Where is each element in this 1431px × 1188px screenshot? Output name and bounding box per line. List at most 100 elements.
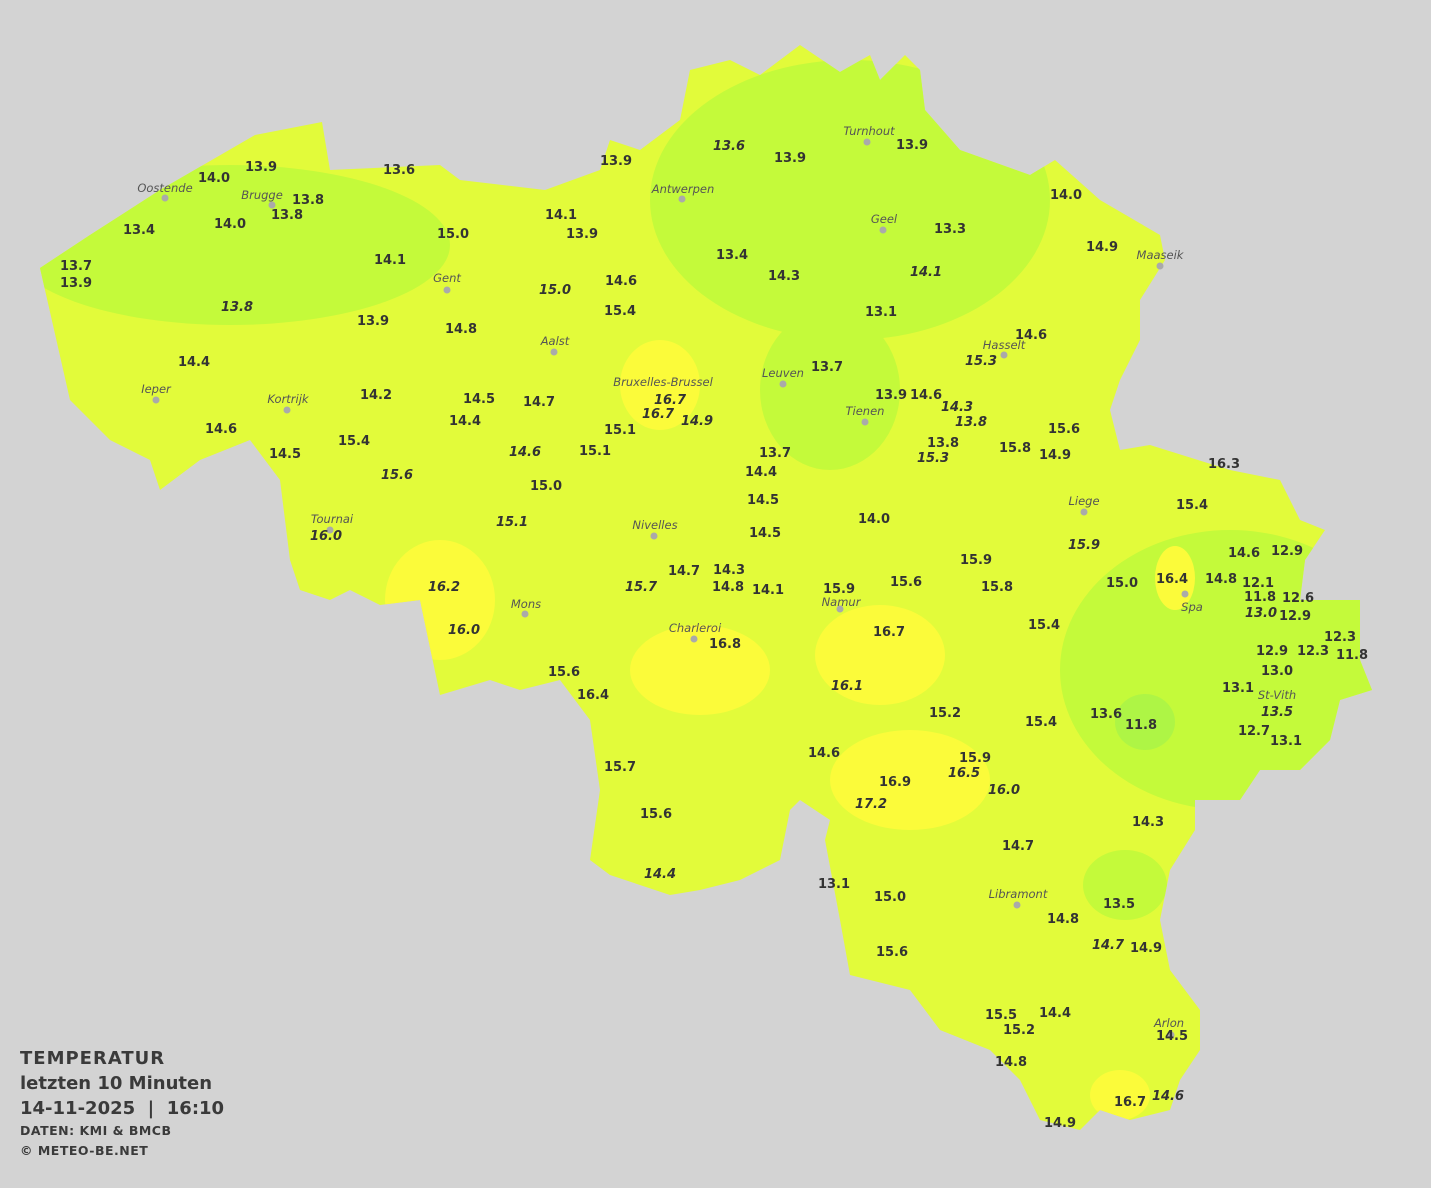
- station-temperature: 13.8: [271, 208, 303, 223]
- station-temperature: 14.5: [463, 392, 495, 407]
- station-temperature: 14.0: [1050, 188, 1082, 203]
- station-temperature: 16.5: [948, 766, 980, 781]
- station-temperature: 15.7: [625, 580, 658, 595]
- station-temperature: 13.9: [357, 314, 389, 329]
- station-temperature: 16.7: [642, 407, 675, 422]
- station-temperature: 13.1: [865, 305, 897, 320]
- station-temperature: 13.0: [1261, 664, 1293, 679]
- station-temperature: 16.7: [873, 625, 905, 640]
- city-label: Brugge: [241, 188, 283, 202]
- station-temperature: 15.1: [604, 423, 636, 438]
- station-temperature: 14.2: [360, 388, 392, 403]
- city-label: Leuven: [762, 366, 804, 380]
- city-label: Oostende: [137, 181, 192, 195]
- legend-title: TEMPERATUR: [20, 1048, 166, 1069]
- station-temperature: 11.8: [1244, 590, 1276, 605]
- station-temperature: 15.2: [929, 706, 961, 721]
- city-marker: [1167, 1031, 1175, 1039]
- city-marker: [283, 406, 291, 414]
- station-temperature: 14.0: [858, 512, 890, 527]
- city-marker: [650, 532, 658, 540]
- station-temperature: 14.7: [1002, 839, 1034, 854]
- station-temperature: 15.0: [437, 227, 469, 242]
- station-temperature: 14.5: [1156, 1029, 1188, 1044]
- station-temperature: 14.8: [1047, 912, 1079, 927]
- cool-zone-north: [650, 60, 1050, 340]
- city-marker: [1181, 590, 1189, 598]
- station-temperature: 14.9: [1130, 941, 1162, 956]
- cooler-zone-east: [1115, 694, 1175, 750]
- station-temperature: 14.3: [713, 563, 745, 578]
- station-temperature: 13.9: [566, 227, 598, 242]
- station-temperature: 13.3: [934, 222, 966, 237]
- city-label: Charleroi: [669, 621, 722, 635]
- station-temperature: 13.6: [1090, 707, 1122, 722]
- station-temperature: 15.9: [960, 553, 992, 568]
- city-marker: [1080, 508, 1088, 516]
- station-temperature: 15.0: [1106, 576, 1138, 591]
- legend-source: DATEN: KMI & BMCB: [20, 1123, 172, 1138]
- city-label: Libramont: [989, 887, 1048, 901]
- station-temperature: 13.7: [811, 360, 843, 375]
- city-label: St-Vith: [1258, 688, 1296, 702]
- warm-zone-mons: [385, 540, 495, 660]
- station-temperature: 15.6: [640, 807, 672, 822]
- station-values-layer: 13.914.013.613.913.613.913.913.813.813.4…: [60, 138, 1368, 1131]
- station-temperature: 13.5: [1261, 705, 1293, 720]
- warm-zone-namur: [815, 605, 945, 705]
- city-label: Namur: [822, 595, 862, 609]
- station-temperature: 13.1: [1222, 681, 1254, 696]
- station-temperature: 15.4: [1176, 498, 1208, 513]
- station-temperature: 15.9: [1068, 538, 1100, 553]
- warm-zone-brussels: [620, 340, 700, 430]
- station-temperature: 13.1: [818, 877, 850, 892]
- station-temperature: 12.3: [1297, 644, 1329, 659]
- station-temperature: 14.5: [747, 493, 779, 508]
- belgium-country-shape: [40, 45, 1372, 1130]
- city-marker: [550, 348, 558, 356]
- station-temperature: 13.0: [1245, 606, 1277, 621]
- warm-zone-dinant: [830, 730, 990, 830]
- station-temperature: 14.7: [668, 564, 700, 579]
- station-temperature: 11.8: [1336, 648, 1368, 663]
- station-temperature: 13.7: [60, 259, 92, 274]
- station-temperature: 16.3: [1208, 457, 1240, 472]
- station-temperature: 16.7: [654, 393, 687, 408]
- station-temperature: 15.6: [381, 468, 413, 483]
- city-label: Liege: [1068, 494, 1099, 508]
- station-temperature: 14.9: [1086, 240, 1118, 255]
- station-temperature: 16.0: [448, 623, 480, 638]
- station-temperature: 15.4: [338, 434, 370, 449]
- station-temperature: 13.9: [245, 160, 277, 175]
- station-temperature: 13.8: [927, 436, 959, 451]
- city-label: Tienen: [846, 404, 885, 418]
- station-temperature: 14.4: [644, 867, 676, 882]
- city-marker: [678, 195, 686, 203]
- station-temperature: 15.3: [965, 354, 997, 369]
- city-marker: [268, 201, 276, 209]
- station-temperature: 14.6: [509, 445, 541, 460]
- city-label: Gent: [433, 271, 461, 285]
- station-temperature: 14.9: [1039, 448, 1071, 463]
- city-marker: [443, 286, 451, 294]
- city-label: Ieper: [141, 382, 172, 396]
- station-temperature: 14.1: [545, 208, 577, 223]
- station-temperature: 15.8: [981, 580, 1013, 595]
- station-temperature: 16.4: [577, 688, 609, 703]
- station-temperature: 15.4: [1028, 618, 1060, 633]
- station-temperature: 16.9: [879, 775, 911, 790]
- station-temperature: 16.0: [988, 783, 1020, 798]
- station-temperature: 15.0: [530, 479, 562, 494]
- station-temperature: 13.8: [221, 300, 253, 315]
- station-temperature: 13.6: [383, 163, 415, 178]
- station-temperature: 14.6: [1152, 1089, 1184, 1104]
- station-temperature: 14.4: [178, 355, 210, 370]
- station-temperature: 15.6: [1048, 422, 1080, 437]
- station-temperature: 15.2: [1003, 1023, 1035, 1038]
- station-temperature: 12.9: [1256, 644, 1288, 659]
- station-temperature: 11.8: [1125, 718, 1157, 733]
- station-temperature: 16.8: [709, 637, 741, 652]
- city-marker: [879, 226, 887, 234]
- station-temperature: 15.6: [890, 575, 922, 590]
